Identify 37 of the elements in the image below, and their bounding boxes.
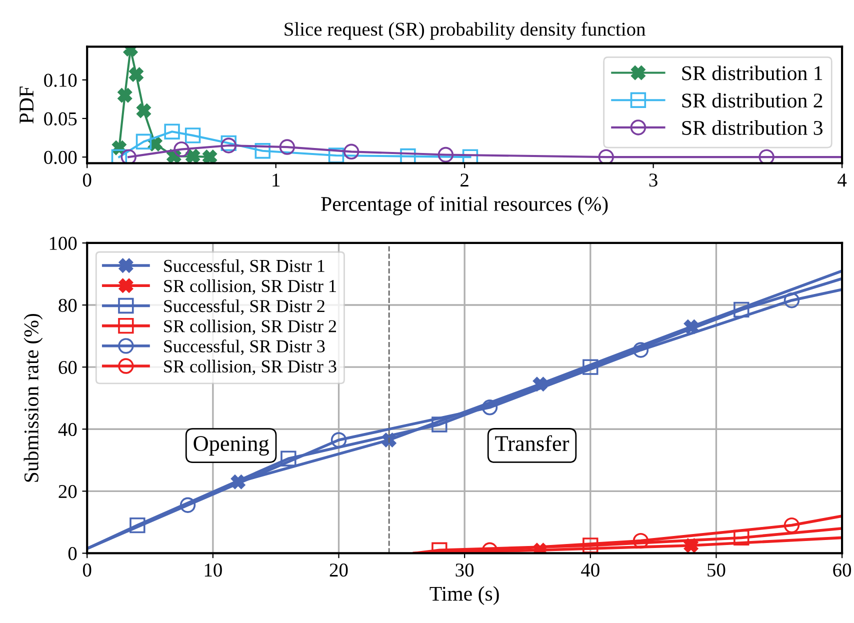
legend-label: SR collision, SR Distr 3 — [164, 360, 336, 376]
y-tick-label: 0.10 — [44, 74, 77, 87]
y-tick-label: 0 — [68, 547, 77, 560]
x-tick-label: 2 — [460, 174, 468, 186]
legend-label: Successful, SR Distr 3 — [164, 340, 325, 356]
x-tick-label: 3 — [649, 174, 658, 187]
x-tick-label: 40 — [581, 564, 600, 577]
y-tick-label: 20 — [58, 484, 77, 498]
chart-title: Slice request (SR) probability density function — [284, 22, 646, 40]
legend-label: SR distribution 2 — [682, 92, 822, 108]
x-tick-label: 0 — [82, 174, 92, 187]
legend-label: SR distribution 3 — [682, 120, 822, 135]
x-tick-label: 4 — [838, 174, 847, 186]
y-axis-title: Submission rate (%) — [24, 314, 43, 482]
legend-label: SR collision, SR Distr 2 — [164, 320, 336, 335]
x-axis-title: Time (s) — [430, 586, 499, 606]
legend-label: SR distribution 1 — [682, 66, 822, 80]
y-tick-label: 100 — [50, 236, 77, 250]
y-tick-label: 60 — [58, 360, 77, 374]
y-tick-label: 0.05 — [44, 112, 77, 126]
legend-label: SR collision, SR Distr 1 — [164, 279, 336, 295]
x-tick-label: 10 — [204, 564, 222, 577]
legend-label: Successful, SR Distr 2 — [164, 299, 324, 315]
x-tick-label: 1 — [272, 174, 280, 186]
x-tick-label: 60 — [833, 564, 852, 577]
y-tick-label: 0.00 — [44, 150, 77, 164]
y-tick-label: 80 — [58, 298, 77, 312]
x-axis-title: Percentage of initial resources (%) — [321, 196, 608, 216]
x-tick-label: 0 — [82, 564, 92, 577]
x-tick-label: 50 — [708, 564, 726, 577]
x-tick-label: 20 — [330, 564, 348, 577]
annotation: Transfer — [495, 435, 570, 452]
legend-label: Successful, SR Distr 1 — [164, 259, 324, 275]
y-tick-label: 40 — [58, 422, 77, 436]
y-axis-title: PDF — [20, 86, 34, 124]
annotation: Opening — [194, 436, 269, 456]
x-tick-label: 30 — [456, 564, 474, 577]
